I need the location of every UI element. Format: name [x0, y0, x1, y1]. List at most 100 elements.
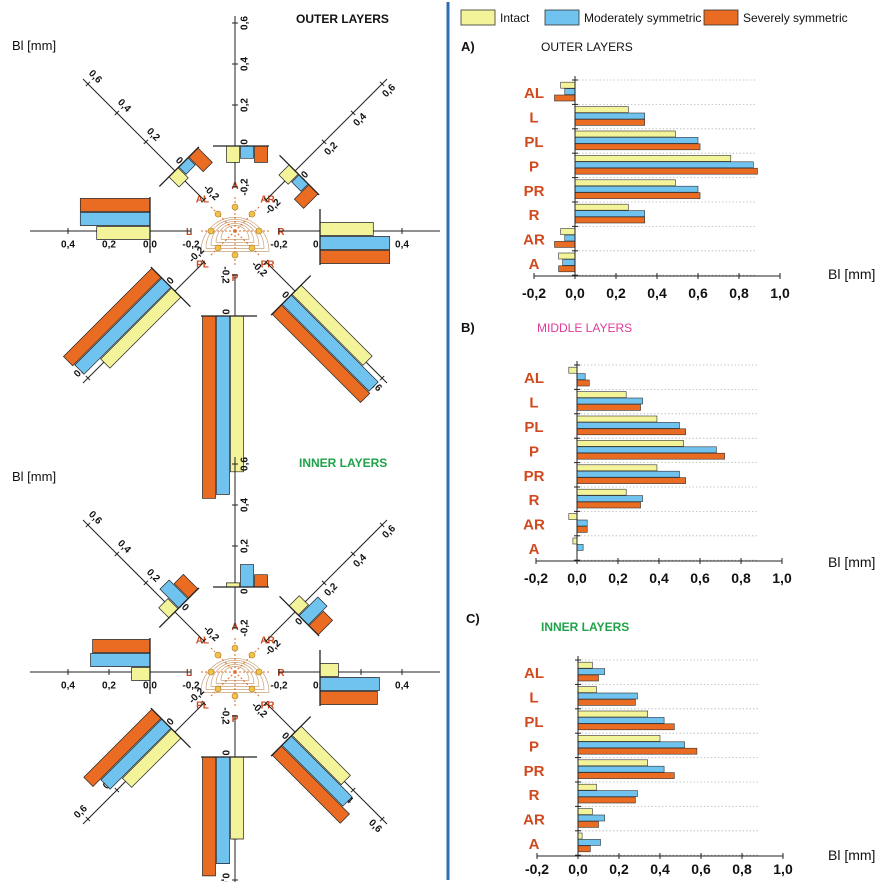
left-outer-title: OUTER LAYERS: [296, 12, 389, 26]
radial-bar-series-2: [80, 199, 150, 212]
bar-p-series-1: [575, 162, 753, 168]
bar-ar-series-0: [561, 229, 575, 235]
bar-pr-series-2: [575, 193, 700, 199]
bar-p-series-0: [578, 735, 660, 741]
marker-dot: [232, 693, 238, 699]
panel-a-label: A): [461, 39, 475, 54]
direction-axis-pr: -0,20,00,20,40,6: [249, 259, 387, 402]
x-tick-label: -0,2: [522, 285, 546, 301]
direction-axis-l: -0,20,00,20,4: [30, 638, 200, 694]
legend-swatch-intact: [461, 10, 495, 25]
category-label: P: [529, 443, 539, 460]
bar-a-series-2: [559, 266, 575, 272]
bar-r-series-1: [578, 791, 637, 797]
bar-l-series-0: [578, 687, 596, 693]
bar-pr-series-1: [577, 471, 680, 477]
category-label: PR: [524, 183, 545, 200]
radial-tick-label: 0,4: [395, 681, 409, 692]
bar-p-series-2: [578, 748, 697, 754]
left-radial-diagrams: AARRPRPPLLAL-0,20,00,20,40,6-0,20,00,20,…: [30, 16, 440, 882]
radial-bar-series-0: [320, 223, 373, 236]
x-tick-label: 0,6: [690, 570, 710, 586]
radial-bar-series-1: [282, 295, 378, 391]
radial-bar-series-1: [320, 678, 379, 691]
radial-bar-series-0: [97, 227, 150, 240]
radial-tick-label: -0,2: [240, 619, 251, 637]
x-tick-label: 0,4: [647, 285, 667, 301]
legend-label-intact: Intact: [500, 11, 530, 25]
panel-c-title: INNER LAYERS: [541, 620, 629, 634]
marker-dot: [215, 211, 221, 217]
bar-ar-series-1: [577, 520, 587, 526]
bar-a-series-1: [577, 544, 583, 550]
marker-dot: [249, 211, 255, 217]
panel-b-title: MIDDLE LAYERS: [537, 321, 632, 335]
legend: Intact Moderately symmetric Severely sym…: [461, 10, 848, 25]
x-tick-label: 0,0: [568, 861, 588, 877]
direction-axis-ar: -0,20,00,20,40,6: [263, 520, 398, 658]
bar-l-series-1: [575, 113, 645, 119]
category-label: A: [529, 836, 540, 853]
x-tick-label: 0,6: [691, 861, 711, 877]
radial-bar-series-2: [255, 575, 268, 587]
x-tick-label: 0,4: [649, 570, 669, 586]
category-label: A: [529, 541, 540, 558]
radial-axis-line: [83, 79, 204, 200]
bar-a-series-1: [563, 259, 575, 265]
category-label: PR: [524, 468, 545, 485]
bar-al-series-0: [569, 367, 577, 373]
bar-l-series-1: [577, 398, 643, 404]
bar-l-series-2: [577, 404, 641, 410]
radial-tick-label: 0,4: [240, 57, 251, 71]
bar-r-series-2: [577, 502, 641, 508]
x-tick-label: 0,0: [565, 285, 585, 301]
x-tick-label: 0,0: [567, 570, 587, 586]
bar-al-series-1: [565, 89, 575, 95]
bar-r-series-0: [578, 784, 596, 790]
bar-al-series-1: [577, 374, 585, 380]
radial-bar-series-2: [93, 640, 150, 653]
legend-label-moderate: Moderately symmetric: [584, 11, 701, 25]
radial-bar-series-1: [320, 237, 390, 250]
x-tick-label: 0,8: [731, 570, 751, 586]
radial-bar-series-1: [241, 146, 254, 158]
direction-axis-p: -0,20,00,20,40,6: [201, 707, 257, 882]
radial-bar-series-1: [241, 564, 254, 587]
bar-a-series-0: [573, 538, 577, 544]
x-tick-label: 0,2: [609, 861, 629, 877]
marker-dot: [232, 645, 238, 651]
direction-axis-pr: -0,20,00,20,40,6: [249, 700, 387, 835]
marker-dot: [256, 228, 262, 234]
radial-bar-series-1: [80, 213, 150, 226]
category-label: R: [529, 492, 540, 509]
bar-ar-series-0: [578, 809, 592, 815]
category-label: AR: [523, 812, 545, 829]
marker-dot: [215, 686, 221, 692]
panel-a-title: OUTER LAYERS: [541, 40, 633, 54]
left-inner-title: INNER LAYERS: [299, 456, 387, 470]
radial-tick-label: 0,4: [61, 681, 75, 692]
bar-p-series-0: [577, 440, 684, 446]
x-tick-label: -0,2: [524, 570, 548, 586]
x-tick-label: 0,8: [732, 861, 752, 877]
bar-l-series-2: [575, 119, 645, 125]
bar-chart-c: ALLPLPPRRARA-0,2 0,0 0,2 0,4 0,6 0,8 1,0Bl [mm…: [523, 656, 875, 877]
radial-tick-label: -0,2: [219, 707, 230, 725]
radial-bar-series-0: [132, 668, 150, 681]
x-tick-label: 0,4: [650, 861, 670, 877]
left-outer-unit: Bl [mm]: [12, 38, 56, 53]
radial-bar-series-0: [231, 757, 244, 839]
bar-pr-series-2: [578, 773, 674, 779]
x-tick-label: 0,6: [688, 285, 708, 301]
radial-tick-label: 0,6: [240, 16, 251, 30]
bar-al-series-1: [578, 669, 605, 675]
radial-axis-line: [266, 79, 387, 200]
radial-tick-label: -0,2: [182, 681, 200, 692]
bar-r-series-2: [578, 797, 635, 803]
x-tick-label: 0,8: [729, 285, 749, 301]
radial-bar-series-2: [320, 251, 390, 264]
bar-chart-b: AL L PL P PR R AR A -0,2 0,0 0,2 0,4 0,6 0,8 1,0 Bl [mm…: [523, 361, 875, 586]
bar-al-series-0: [578, 662, 592, 668]
